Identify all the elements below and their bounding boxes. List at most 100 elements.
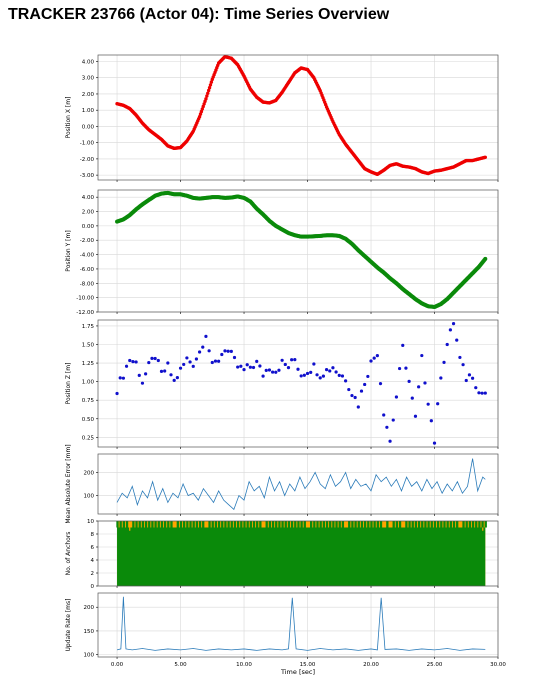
anchors-bar — [243, 521, 246, 528]
anchors-bar — [227, 521, 230, 528]
x-tick-label: 15.00 — [300, 662, 316, 668]
anchors-bar — [313, 521, 316, 528]
anchors-bar — [316, 521, 319, 528]
plot-marks — [115, 190, 488, 309]
data-point — [436, 402, 440, 406]
plot-area — [98, 593, 498, 657]
anchors-bar — [478, 521, 481, 528]
data-point — [118, 376, 122, 380]
x-axis-label: Time [sec] — [280, 668, 315, 676]
data-point — [293, 357, 297, 362]
anchors-bar — [360, 521, 364, 528]
anchors-bar — [144, 521, 148, 528]
anchors-bar — [370, 521, 373, 528]
anchors-bar — [329, 521, 332, 528]
anchors-bar — [281, 521, 284, 528]
plot-frame — [97, 453, 499, 515]
data-point — [467, 373, 472, 377]
anchors-bar — [363, 521, 367, 528]
data-point — [305, 371, 310, 376]
anchors-bar — [386, 521, 389, 528]
plot-frame — [97, 319, 499, 448]
anchors-bar — [129, 527, 131, 531]
plot-marks — [115, 55, 488, 177]
data-point — [483, 256, 488, 261]
y-tick-label: 8 — [91, 532, 95, 538]
panel-pz: 1.75 1.50 1.25 1.00 0.75 0.50 0.25 Position Z [… — [65, 319, 499, 449]
data-point — [286, 366, 291, 370]
data-point — [220, 352, 224, 357]
anchors-bar — [240, 521, 243, 528]
y-tick-label: 2.00 — [82, 210, 95, 216]
data-point — [483, 391, 487, 395]
anchors-bar — [294, 521, 297, 528]
data-point — [210, 360, 214, 365]
data-point — [296, 367, 300, 371]
anchors-bar — [351, 521, 354, 528]
y-tick-label: 1.00 — [82, 380, 95, 386]
anchors-bar — [376, 521, 379, 528]
data-point — [318, 376, 322, 380]
anchors-bar — [117, 527, 486, 586]
plot-marks — [115, 322, 487, 445]
data-point — [337, 373, 341, 377]
data-point — [388, 439, 392, 443]
anchors-bar — [325, 521, 329, 528]
data-point — [404, 366, 408, 370]
anchors-bar — [265, 521, 268, 528]
y-tick-label: 4.00 — [82, 59, 95, 65]
y-tick-label: -10.00 — [76, 296, 94, 302]
anchors-bar — [163, 521, 167, 528]
data-point — [204, 97, 208, 101]
anchors-bar — [170, 521, 173, 528]
anchors-bar — [319, 521, 322, 528]
data-point — [140, 381, 145, 385]
data-point — [251, 365, 256, 370]
data-point — [290, 358, 294, 362]
data-point — [175, 376, 179, 380]
anchors-bar — [256, 521, 259, 528]
anchors-bar — [189, 521, 192, 528]
data-point — [394, 395, 399, 399]
data-point — [207, 85, 212, 90]
y-tick-label: 4.00 — [82, 195, 95, 201]
data-point — [359, 389, 364, 393]
anchors-bar — [354, 521, 357, 528]
anchors-bar — [357, 521, 360, 528]
y-tick-label: 0.50 — [82, 417, 95, 423]
data-point — [159, 369, 164, 373]
anchors-bar — [195, 521, 199, 528]
series-line — [116, 458, 486, 511]
plot-marks — [116, 458, 486, 511]
anchors-bar — [192, 521, 195, 528]
anchors-bar — [284, 521, 287, 528]
anchors-bar — [484, 521, 487, 528]
data-point — [439, 376, 443, 380]
y-tick-label: 6 — [91, 545, 95, 551]
data-point — [208, 83, 213, 87]
anchors-bar — [138, 521, 141, 528]
anchors-bar — [125, 521, 129, 528]
anchors-bar — [214, 521, 218, 528]
data-point — [312, 362, 316, 366]
data-point — [445, 342, 449, 347]
anchors-bar — [427, 521, 430, 528]
y-tick-label: 4 — [91, 558, 95, 564]
anchors-bar — [236, 521, 240, 528]
anchors-bar — [202, 521, 205, 528]
data-point — [274, 370, 278, 374]
anchors-bar — [287, 521, 291, 528]
data-point — [202, 102, 206, 106]
y-tick-label: 2 — [91, 571, 95, 577]
anchors-bar — [332, 521, 335, 528]
data-point — [198, 112, 203, 116]
y-tick-label: -2.00 — [80, 238, 95, 244]
data-point — [480, 391, 484, 395]
data-point — [309, 370, 313, 374]
y-tick-label: -3.00 — [80, 173, 95, 179]
y-tick-label: -6.00 — [80, 267, 95, 273]
data-point — [209, 80, 214, 84]
data-point — [426, 402, 430, 406]
data-point — [201, 104, 205, 109]
y-tick-label: 0.25 — [82, 435, 95, 441]
